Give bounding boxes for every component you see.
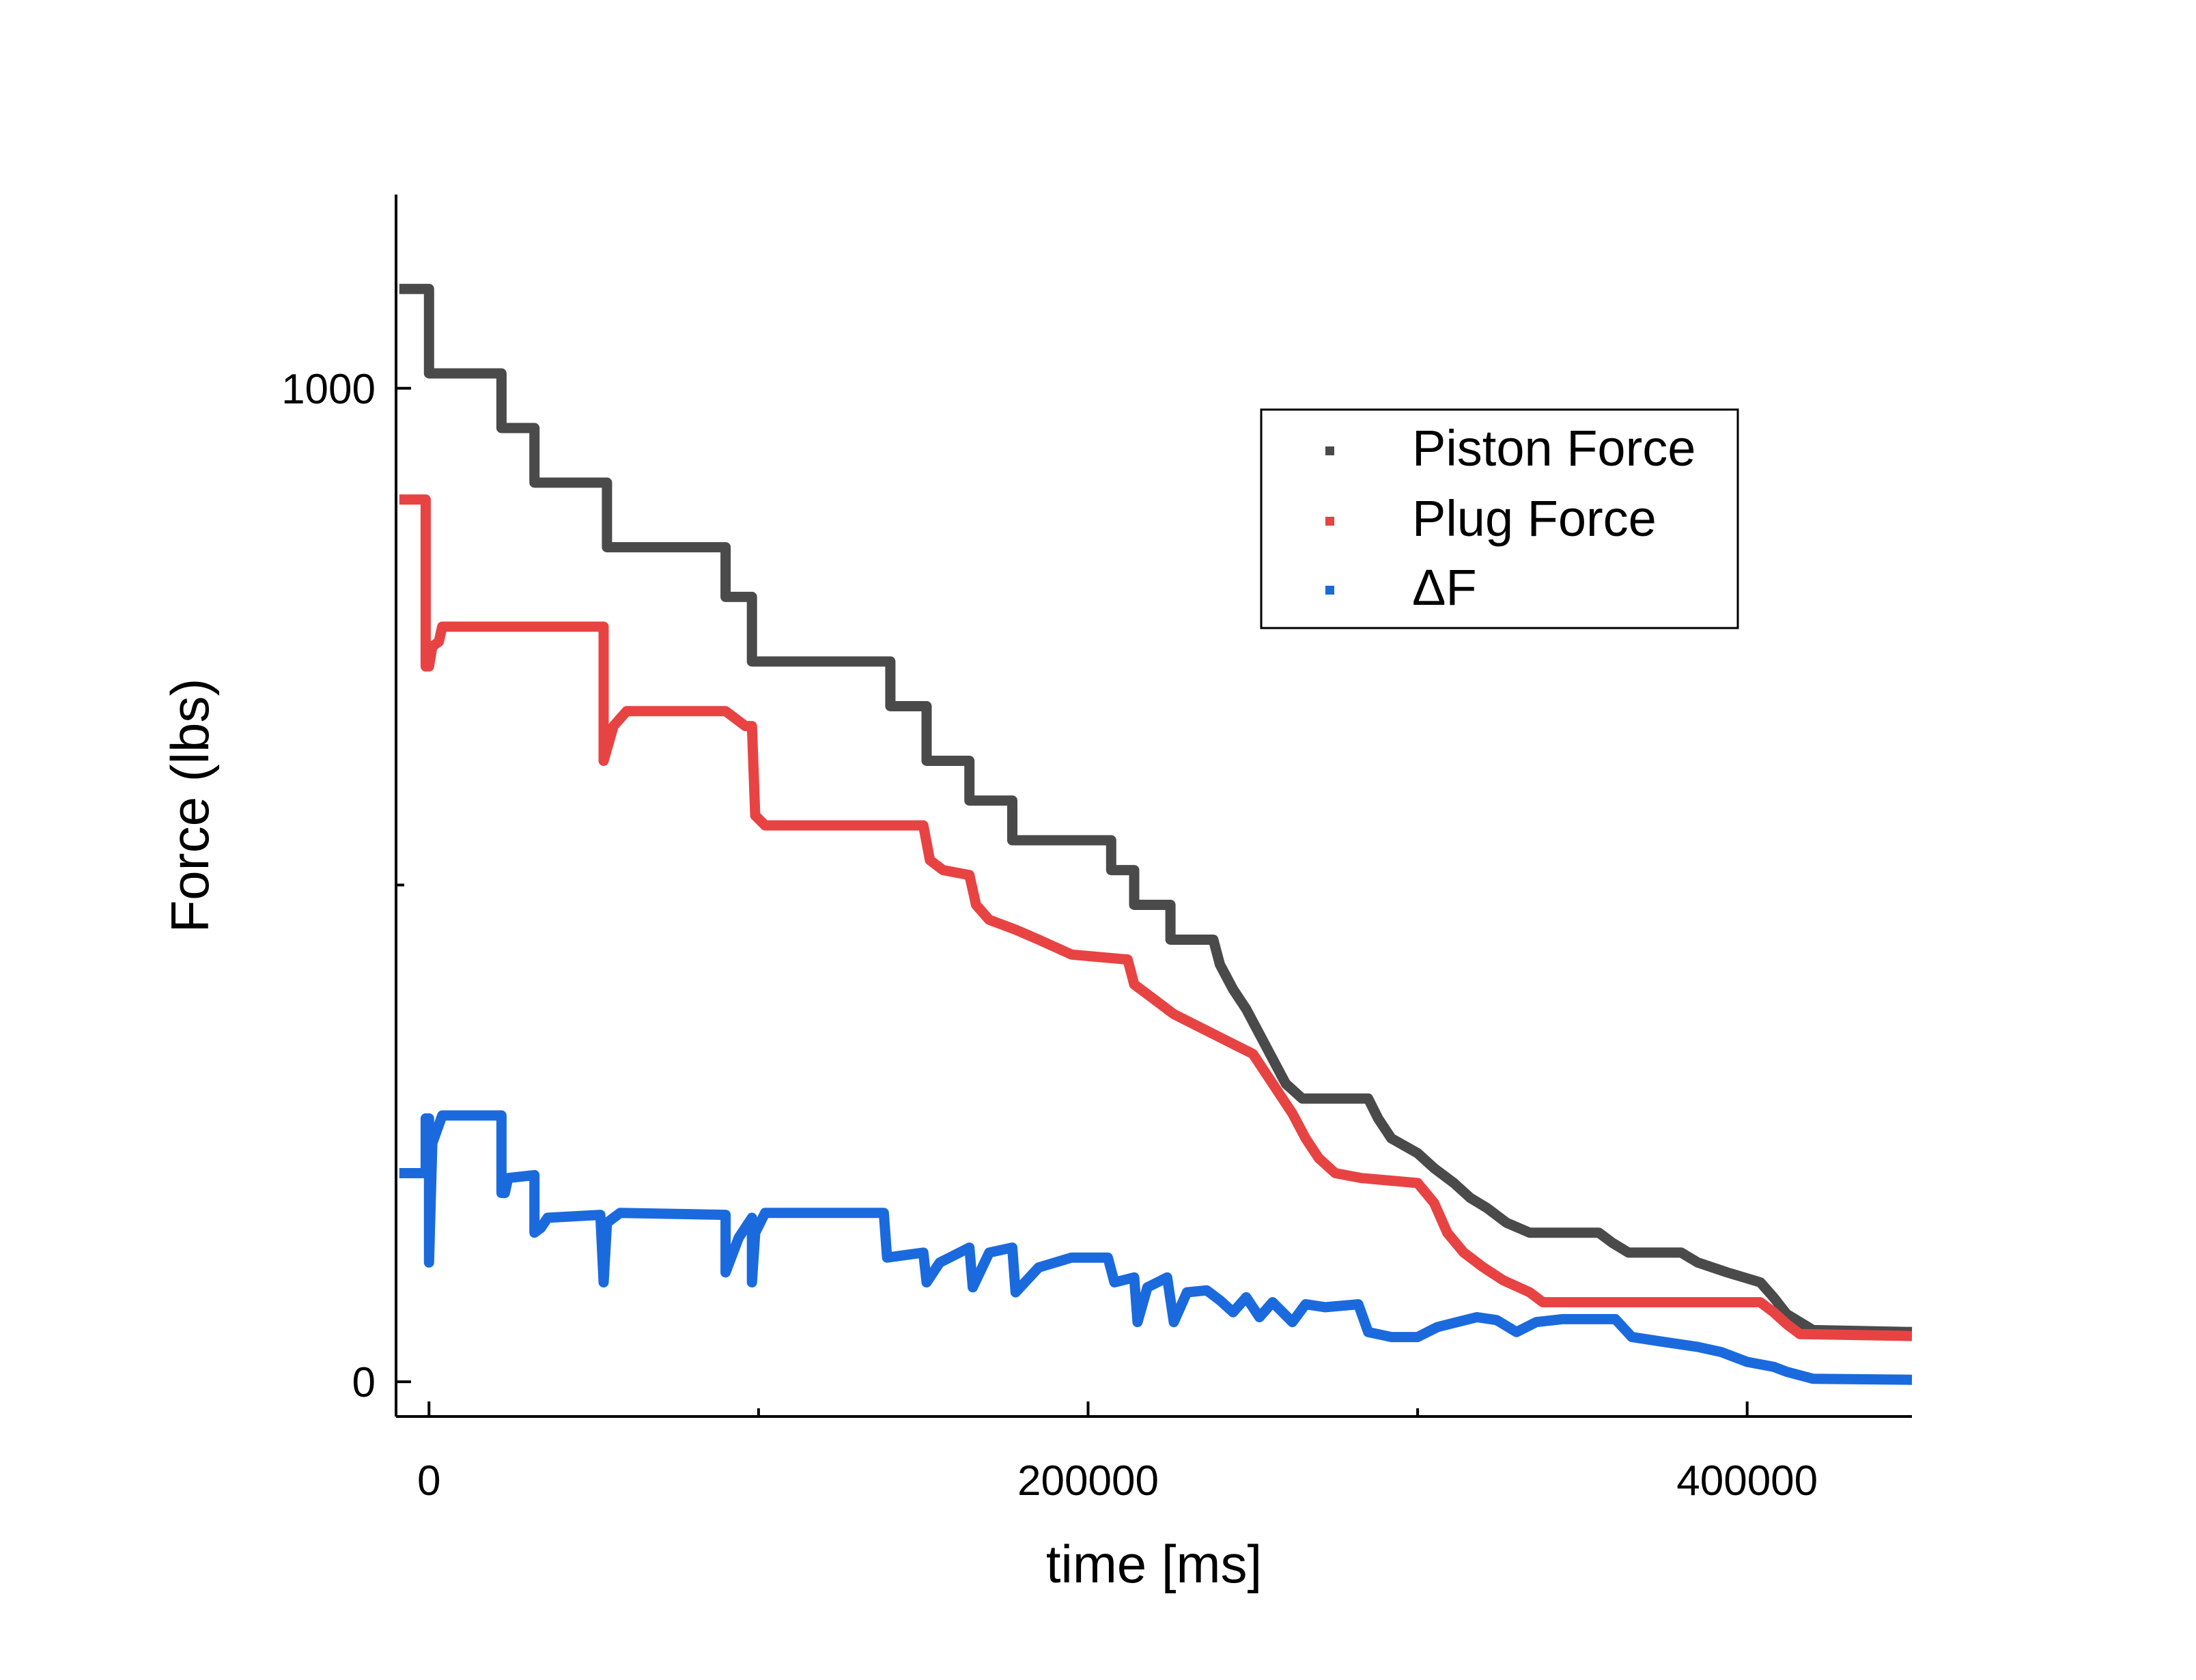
tick-labels: 0 200000 400000 0 1000 [281, 366, 1818, 1505]
axes [395, 195, 1912, 1418]
legend-label-delta-f: ΔF [1412, 559, 1477, 616]
series-line-piston-force [399, 283, 1913, 1337]
legend-marker-piston-force [1325, 446, 1334, 455]
x-tick-label: 400000 [1676, 1457, 1818, 1505]
x-tick-label: 200000 [1017, 1457, 1159, 1505]
series-line-plug-force [399, 494, 1913, 1341]
legend-label-piston-force: Piston Force [1412, 420, 1695, 476]
legend-box [1260, 408, 1739, 629]
legend-marker-delta-f [1325, 586, 1334, 595]
x-axis-title: time [ms] [1046, 1534, 1262, 1594]
y-tick-label: 1000 [281, 366, 376, 413]
x-tick-label: 0 [417, 1457, 440, 1505]
y-tick-label: 0 [352, 1359, 376, 1406]
legend-label-plug-force: Plug Force [1412, 490, 1657, 547]
legend-marker-plug-force [1325, 517, 1334, 526]
legend: Piston Force Plug Force ΔF [1260, 408, 1739, 629]
y-axis-title: Force (lbs) [160, 679, 220, 933]
series-line-f [399, 1110, 1913, 1385]
plot-series [399, 283, 1913, 1385]
